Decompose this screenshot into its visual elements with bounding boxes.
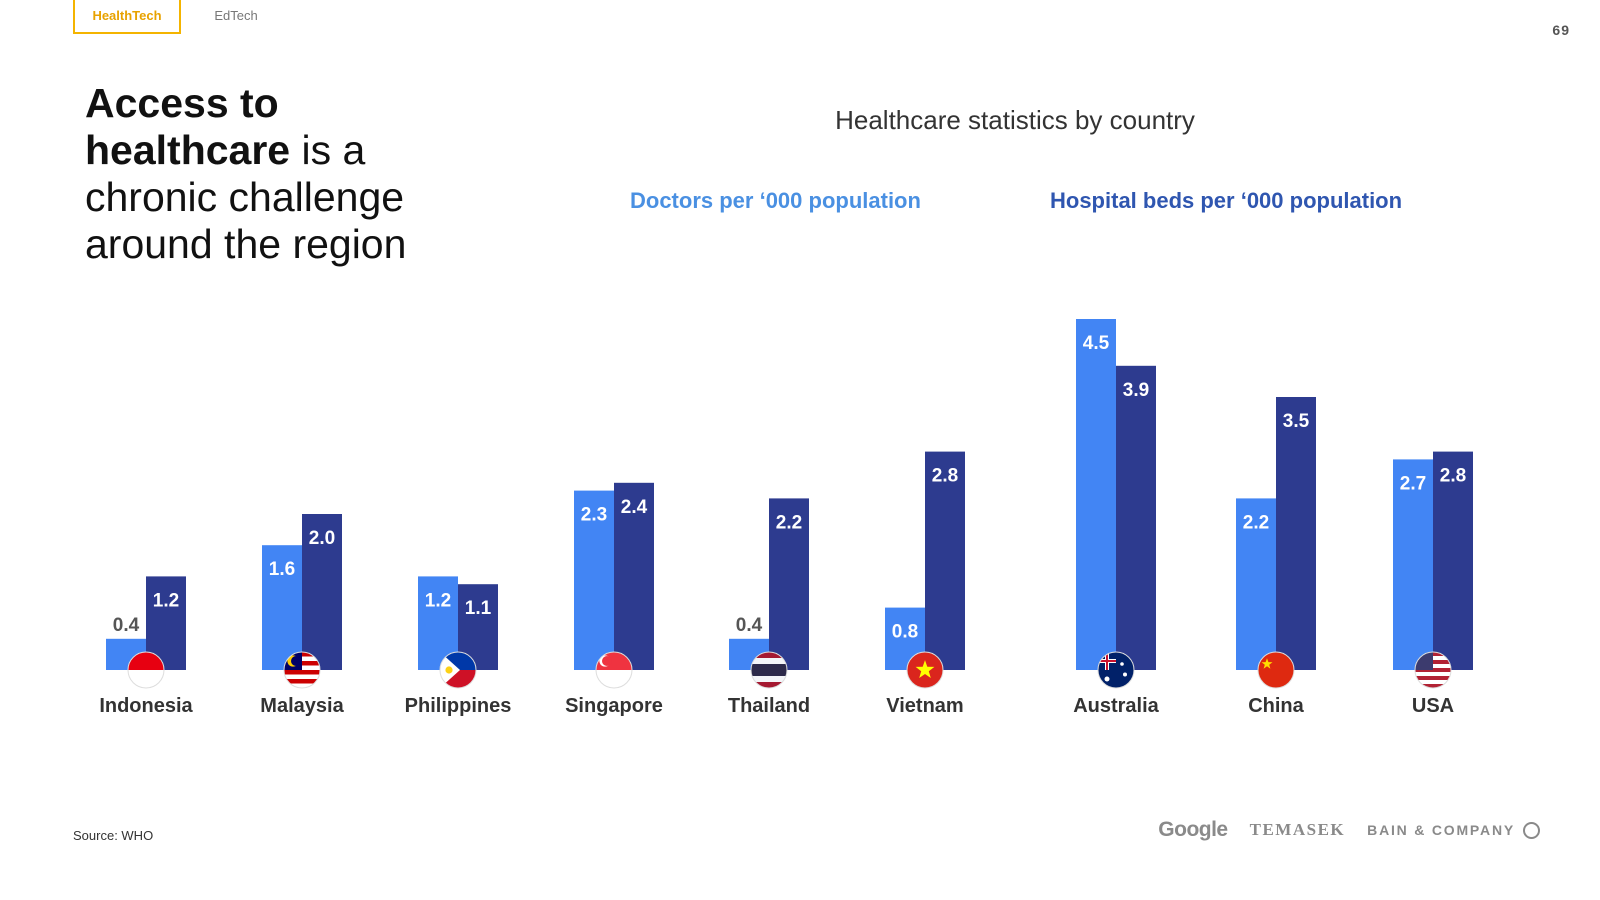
page-title: Access to healthcare is a chronic challe… bbox=[85, 80, 485, 268]
singapore-flag-icon bbox=[595, 651, 633, 689]
category-label-china: China bbox=[1248, 695, 1304, 717]
google-logo: Google bbox=[1158, 818, 1228, 841]
value-label-beds-singapore: 2.4 bbox=[621, 497, 648, 518]
value-label-beds-thailand: 2.2 bbox=[776, 512, 802, 533]
category-label-indonesia: Indonesia bbox=[99, 695, 193, 717]
indonesia-flag-icon bbox=[127, 651, 165, 689]
value-label-doctors-indonesia: 0.4 bbox=[113, 615, 140, 636]
australia-flag-icon bbox=[1097, 651, 1135, 689]
bain-circle-icon bbox=[1523, 821, 1540, 839]
value-label-doctors-australia: 4.5 bbox=[1083, 333, 1110, 354]
value-label-beds-philippines: 1.1 bbox=[465, 598, 492, 619]
value-label-doctors-china: 2.2 bbox=[1243, 512, 1269, 533]
bar-beds-singapore bbox=[614, 482, 654, 670]
value-label-doctors-malaysia: 1.6 bbox=[269, 559, 295, 580]
bar-doctors-usa bbox=[1393, 459, 1433, 670]
headline-rest-2: chronic challenge bbox=[85, 174, 405, 220]
value-label-doctors-usa: 2.7 bbox=[1400, 473, 1426, 494]
page-number: 69 bbox=[1552, 22, 1570, 38]
value-label-beds-malaysia: 2.0 bbox=[309, 528, 335, 549]
bain-logo: BAIN & COMPANY bbox=[1367, 821, 1540, 839]
bar-beds-usa bbox=[1433, 451, 1473, 670]
value-label-beds-china: 3.5 bbox=[1283, 411, 1310, 432]
vietnam-flag-icon bbox=[906, 651, 944, 689]
category-label-malaysia: Malaysia bbox=[260, 695, 344, 717]
category-label-australia: Australia bbox=[1073, 695, 1159, 717]
chart-title: Healthcare statistics by country bbox=[835, 105, 1195, 135]
bar-beds-china bbox=[1276, 397, 1316, 670]
value-label-doctors-vietnam: 0.8 bbox=[892, 622, 918, 643]
category-label-philippines: Philippines bbox=[405, 695, 512, 717]
bar-doctors-malaysia bbox=[262, 545, 302, 670]
tab-healthtech[interactable]: HealthTech bbox=[73, 0, 181, 34]
category-label-thailand: Thailand bbox=[728, 695, 810, 717]
value-label-beds-indonesia: 1.2 bbox=[153, 590, 179, 611]
legend-beds: Hospital beds per ‘000 population bbox=[1050, 188, 1403, 213]
bar-beds-thailand bbox=[769, 498, 809, 670]
usa-flag-icon bbox=[1414, 651, 1452, 689]
tab-edtech[interactable]: EdTech bbox=[214, 8, 258, 23]
malaysia-flag-icon bbox=[283, 651, 321, 689]
partner-logos: Google TEMASEK BAIN & COMPANY bbox=[1158, 818, 1540, 842]
category-label-usa: USA bbox=[1412, 695, 1454, 717]
headline-bold-1: Access to bbox=[85, 80, 279, 126]
headline-rest-1: is a bbox=[290, 127, 366, 173]
value-label-beds-usa: 2.8 bbox=[1440, 466, 1466, 487]
bar-doctors-australia bbox=[1076, 319, 1116, 670]
value-label-doctors-thailand: 0.4 bbox=[736, 615, 763, 636]
value-label-doctors-philippines: 1.2 bbox=[425, 590, 451, 611]
headline-bold-2: healthcare bbox=[85, 127, 291, 173]
china-flag-icon bbox=[1257, 651, 1295, 689]
bar-beds-vietnam bbox=[925, 451, 965, 670]
value-label-beds-vietnam: 2.8 bbox=[932, 466, 958, 487]
bar-beds-malaysia bbox=[302, 514, 342, 670]
headline-rest-3: around the region bbox=[85, 221, 407, 267]
tab-bar: HealthTech EdTech bbox=[73, 0, 291, 34]
bar-doctors-singapore bbox=[574, 490, 614, 670]
temasek-logo: TEMASEK bbox=[1249, 820, 1346, 839]
thailand-flag-icon bbox=[750, 651, 788, 689]
value-label-beds-australia: 3.9 bbox=[1123, 380, 1149, 401]
value-label-doctors-singapore: 2.3 bbox=[581, 505, 607, 526]
philippines-flag-icon bbox=[439, 651, 477, 689]
bar-beds-australia bbox=[1116, 365, 1156, 670]
category-label-vietnam: Vietnam bbox=[886, 695, 963, 717]
category-label-singapore: Singapore bbox=[565, 695, 663, 717]
bain-logo-text: BAIN & COMPANY bbox=[1367, 822, 1515, 838]
bar-doctors-china bbox=[1236, 498, 1276, 670]
source-note: Source: WHO bbox=[73, 828, 154, 843]
legend-doctors: Doctors per ‘000 population bbox=[630, 188, 921, 213]
